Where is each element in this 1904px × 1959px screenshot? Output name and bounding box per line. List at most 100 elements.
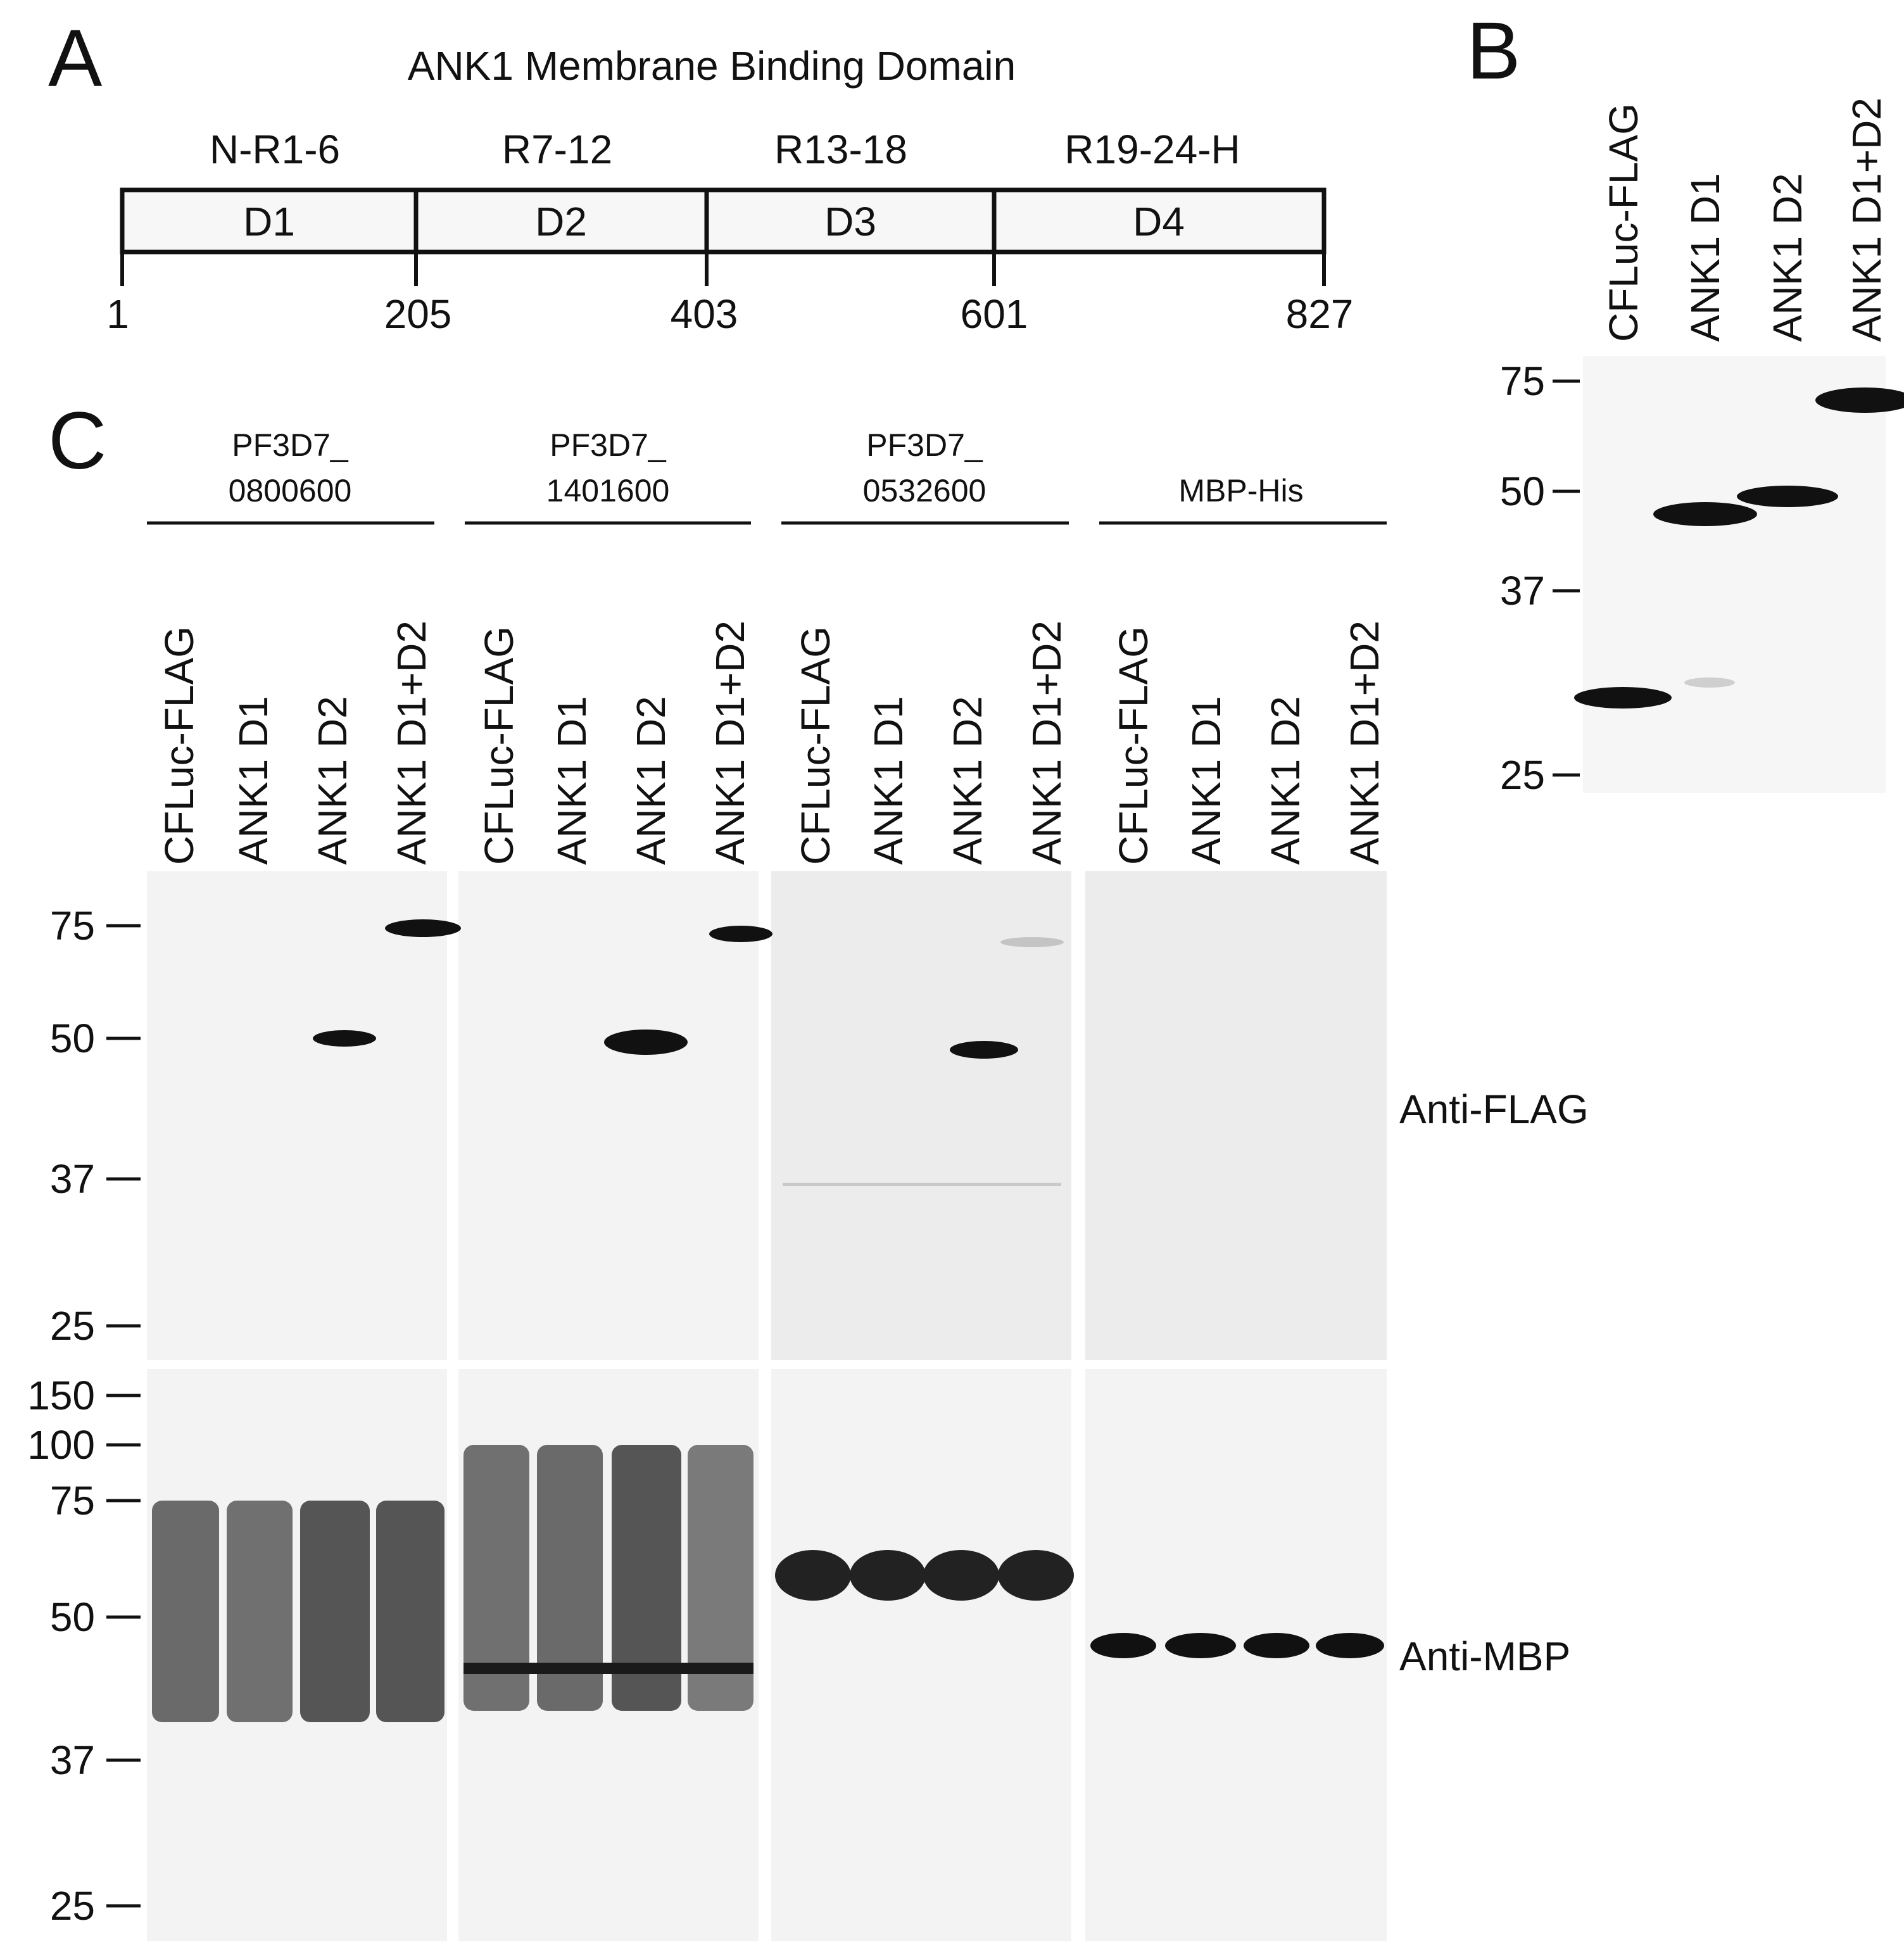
lane-label: ANK1 D1+D2	[1844, 98, 1889, 342]
position-label: 601	[961, 291, 1028, 337]
band	[300, 1501, 370, 1722]
panel-c-letter: C	[48, 396, 106, 486]
panel-a-title: ANK1 Membrane Binding Domain	[408, 43, 1016, 89]
domain-label-d2: D2	[535, 199, 587, 244]
blot-membrane	[1085, 871, 1387, 1360]
band	[1244, 1633, 1309, 1658]
lane-label: ANK1 D1+D2	[389, 620, 434, 865]
band	[775, 1550, 851, 1601]
lane-label: ANK1 D1+D2	[1342, 620, 1387, 865]
band	[1090, 1633, 1156, 1658]
panel-b-letter: B	[1466, 6, 1520, 96]
antibody-label: Anti-FLAG	[1399, 1087, 1589, 1132]
panel-a-letter: A	[48, 13, 103, 104]
panel-c-group-headers: PF3D7_ 0800600 PF3D7_ 1401600 PF3D7_ 053…	[147, 427, 1387, 525]
mw-marker: 37	[50, 1737, 95, 1783]
band	[604, 1030, 688, 1055]
mw-marker: 37	[50, 1156, 95, 1202]
lane-label: ANK1 D2	[1263, 696, 1308, 865]
domain-label-d4: D4	[1133, 199, 1185, 244]
lane-label: ANK1 D2	[945, 696, 990, 865]
lane-label: ANK1 D2	[310, 696, 355, 865]
band	[1574, 687, 1672, 709]
lane-label: ANK1 D2	[628, 696, 674, 865]
group-label: PF3D7_	[232, 427, 349, 463]
band	[227, 1501, 293, 1722]
panel-c-lane-labels: CFLuc-FLAG ANK1 D1 ANK1 D2 ANK1 D1+D2 CF…	[156, 620, 1387, 865]
mw-marker: 75	[1500, 358, 1545, 404]
band	[1684, 677, 1735, 688]
mw-marker: 25	[1500, 752, 1545, 798]
mw-marker: 25	[50, 1883, 95, 1929]
group-label: PF3D7_	[550, 427, 667, 463]
blot-membrane	[771, 1369, 1071, 1941]
band	[537, 1445, 603, 1711]
band	[783, 1183, 1061, 1186]
band	[1815, 387, 1904, 413]
panel-b-lane-labels: CFLuc-FLAG ANK1 D1 ANK1 D2 ANK1 D1+D2	[1601, 98, 1889, 342]
position-label: 403	[671, 291, 738, 337]
blot-anti-flag: 75 50 37 25 Anti-FLAG	[50, 871, 1589, 1360]
band	[463, 1445, 529, 1711]
group-label: 1401600	[546, 473, 670, 508]
mw-marker: 75	[50, 903, 95, 948]
blot-membrane	[458, 871, 759, 1360]
blot-membrane	[771, 871, 1071, 1360]
group-label: MBP-His	[1178, 473, 1303, 508]
position-label: 827	[1286, 291, 1354, 337]
mw-marker: 50	[50, 1016, 95, 1061]
lane-label: CFLuc-FLAG	[156, 626, 202, 865]
band	[313, 1030, 376, 1047]
band	[950, 1041, 1018, 1059]
band	[1316, 1633, 1384, 1658]
mw-marker: 50	[1500, 469, 1545, 514]
mw-marker: 75	[50, 1478, 95, 1523]
lane-label: CFLuc-FLAG	[476, 626, 522, 865]
band	[923, 1550, 999, 1601]
panel-b-blot: 75 50 37 25	[1500, 356, 1904, 798]
repeat-label-d3: R13-18	[774, 127, 907, 172]
band	[1000, 937, 1064, 947]
lane-label: ANK1 D1+D2	[1024, 620, 1069, 865]
blot-membrane	[1583, 356, 1886, 793]
lane-label: ANK1 D1	[230, 696, 276, 865]
band	[1737, 486, 1838, 507]
blot-membrane	[147, 871, 447, 1360]
blot-anti-mbp: 150 100 75 50 37 25 Anti-MBP	[27, 1369, 1570, 1941]
repeat-label-d2: R7-12	[502, 127, 612, 172]
lane-label: CFLuc-FLAG	[793, 626, 838, 865]
lane-label: ANK1 D1	[866, 696, 911, 865]
band	[612, 1445, 681, 1711]
mw-marker: 25	[50, 1303, 95, 1349]
band	[1653, 502, 1757, 526]
lane-label: ANK1 D1	[1682, 173, 1728, 342]
band	[709, 926, 772, 942]
band	[998, 1550, 1074, 1601]
band	[1165, 1633, 1236, 1658]
mw-marker: 50	[50, 1594, 95, 1640]
mw-marker: 37	[1500, 568, 1545, 614]
group-label: PF3D7_	[866, 427, 983, 463]
repeat-label-d1: N-R1-6	[210, 127, 340, 172]
group-label: 0800600	[229, 473, 352, 508]
antibody-label: Anti-MBP	[1399, 1634, 1570, 1679]
band	[385, 919, 461, 937]
lane-label: CFLuc-FLAG	[1601, 103, 1646, 342]
position-label: 205	[384, 291, 452, 337]
band	[688, 1445, 753, 1711]
domain-label-d3: D3	[824, 199, 876, 244]
repeat-label-d4: R19-24-H	[1064, 127, 1240, 172]
lane-label: ANK1 D1+D2	[707, 620, 753, 865]
domain-label-d1: D1	[243, 199, 295, 244]
lane-label: CFLuc-FLAG	[1111, 626, 1156, 865]
domain-map: D1 D2 D3 D4 N-R1-6 R7-12 R13-18 R19-24-H…	[106, 127, 1353, 337]
mw-marker: 150	[27, 1373, 95, 1418]
domain-bar	[120, 187, 1327, 255]
lane-label: ANK1 D1	[549, 696, 595, 865]
mw-marker: 100	[27, 1422, 95, 1468]
group-label: 0532600	[863, 473, 987, 508]
lane-label: ANK1 D1	[1183, 696, 1229, 865]
band	[376, 1501, 444, 1722]
position-label: 1	[106, 291, 129, 337]
